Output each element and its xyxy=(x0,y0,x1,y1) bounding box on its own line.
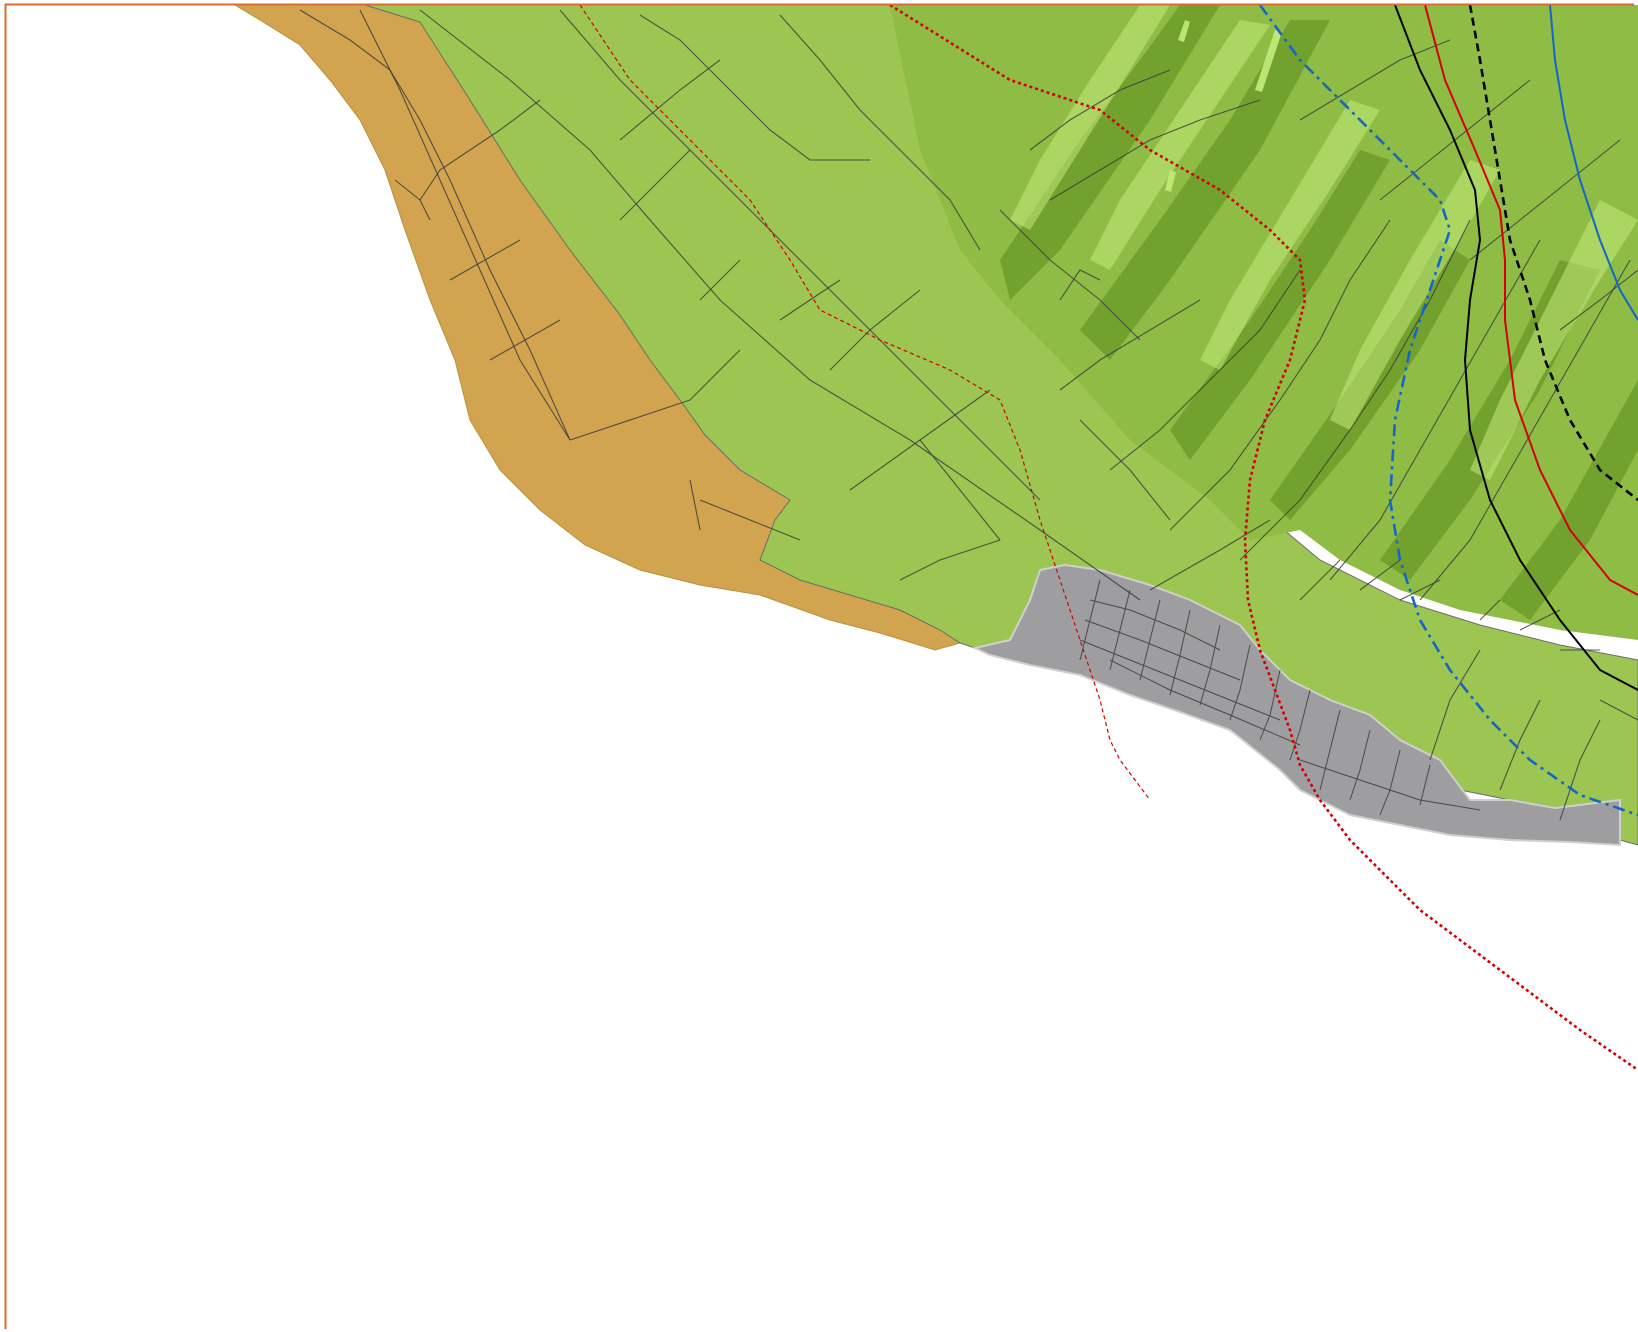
urban-streets xyxy=(1079,579,1481,816)
line-blue-dash-dot[interactable] xyxy=(1258,4,1638,817)
fault-red-dashed[interactable] xyxy=(579,4,1151,801)
hill-shading xyxy=(1000,5,1638,620)
line-black-solid[interactable] xyxy=(1394,4,1638,691)
road-network xyxy=(299,9,1638,821)
line-red-solid[interactable] xyxy=(1424,4,1638,596)
line-black-dashed[interactable] xyxy=(1468,4,1638,502)
map-border xyxy=(4,3,1634,1329)
boundary-red-dotted[interactable] xyxy=(889,3,1638,1072)
urban-zone[interactable] xyxy=(971,563,1621,847)
line-blue-solid[interactable] xyxy=(1549,4,1638,321)
